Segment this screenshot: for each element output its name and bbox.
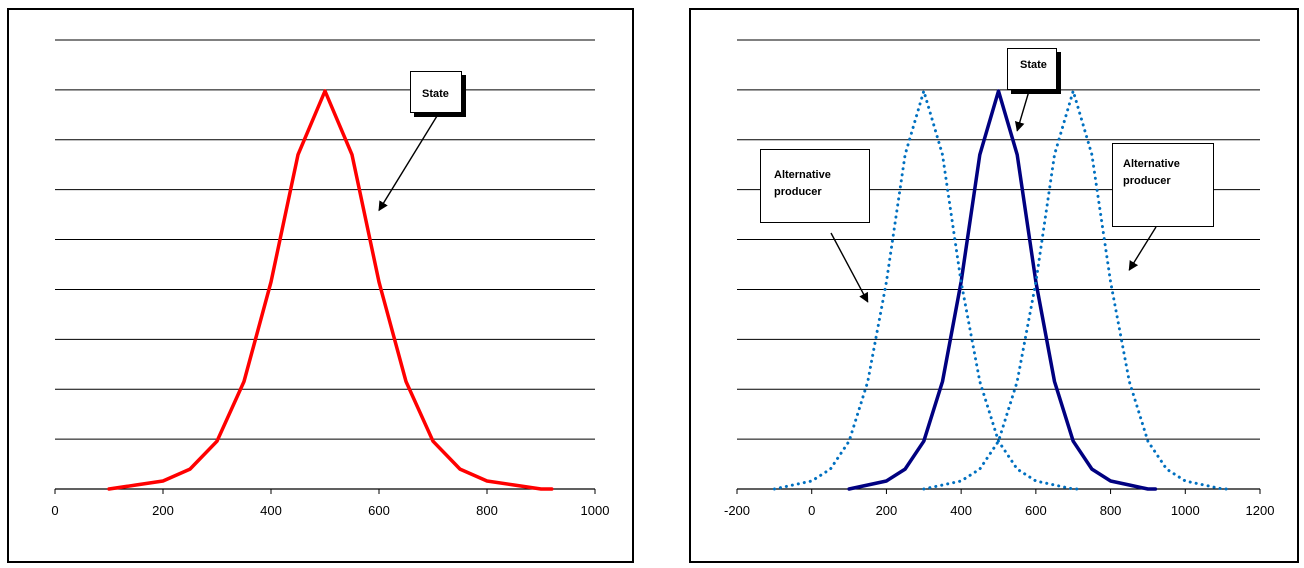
alt-producer-left-line2: producer xyxy=(774,186,822,198)
right-annotation-arrow-1 xyxy=(830,232,869,303)
alt-producer-left-line1: Alternative xyxy=(774,169,831,181)
left-x-tick-label-3: 600 xyxy=(368,503,390,518)
right-series-line-0 xyxy=(847,89,1158,491)
alt-producer-right-line2: producer xyxy=(1123,175,1171,187)
right-state-label: State xyxy=(1020,59,1047,71)
left-chart: 0 200 400 600 800 1000 xyxy=(51,39,610,518)
left-state-callout: State xyxy=(410,71,462,113)
left-x-tick-label-1: 200 xyxy=(152,503,174,518)
alt-producer-right-line1: Alternative xyxy=(1123,158,1180,170)
left-x-tick-label-5: 1000 xyxy=(581,503,610,518)
right-x-tick-label-2: 200 xyxy=(876,503,898,518)
left-state-label: State xyxy=(422,88,449,100)
left-series-line-0 xyxy=(107,89,554,491)
right-x-tick-label-1: 0 xyxy=(808,503,815,518)
right-state-callout: State xyxy=(1007,48,1057,90)
alt-producer-callout-right: Alternative producer xyxy=(1112,143,1214,227)
left-chart-panel: 0 200 400 600 800 1000 State xyxy=(7,8,634,563)
left-x-tick-label-4: 800 xyxy=(476,503,498,518)
right-annotation-arrow-0 xyxy=(1014,90,1030,132)
right-x-tick-label-4: 600 xyxy=(1025,503,1047,518)
right-x-tick-label-6: 1000 xyxy=(1171,503,1200,518)
right-x-tick-label-3: 400 xyxy=(950,503,972,518)
right-chart-panel: -200 0 200 400 600 800 1000 1200 State Alternat… xyxy=(689,8,1299,563)
alt-producer-callout-left: Alternative producer xyxy=(760,149,870,223)
right-x-tick-label-7: 1200 xyxy=(1246,503,1275,518)
left-x-tick-label-0: 0 xyxy=(51,503,58,518)
right-x-tick-label-5: 800 xyxy=(1100,503,1122,518)
right-chart: -200 0 200 400 600 800 1000 1200 xyxy=(724,39,1275,518)
left-annotation-arrow-0 xyxy=(378,115,438,212)
right-x-tick-label-0: -200 xyxy=(724,503,750,518)
right-annotation-arrow-2 xyxy=(1128,226,1157,271)
left-x-tick-label-2: 400 xyxy=(260,503,282,518)
